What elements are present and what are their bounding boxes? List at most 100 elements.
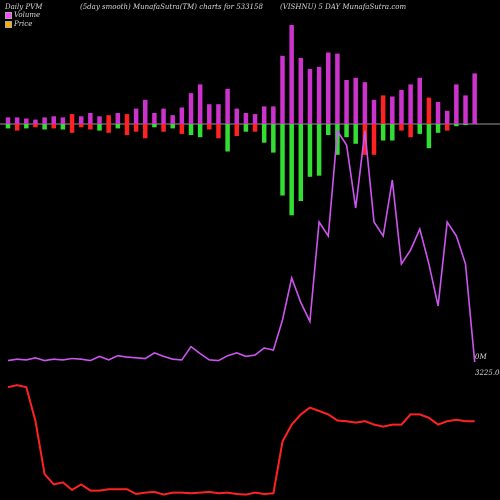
volume-bar-up-7 [69,114,75,124]
volume-bar-down-38 [353,124,358,144]
volume-bar-up-4 [42,117,47,124]
volume-last-label: 0M [475,353,487,361]
volume-bar-up-5 [51,116,56,124]
volume-bar-down-29 [271,124,276,153]
volume-bar-down-39 [362,124,368,155]
volume-bar-up-11 [106,115,111,124]
volume-bar-down-9 [88,124,93,130]
volume-bar-up-35 [326,52,331,124]
volume-bar-up-37 [344,80,349,124]
volume-bar-down-48 [444,124,450,131]
volume-bar-down-1 [14,124,20,131]
volume-bar-down-44 [408,124,413,138]
volume-bar-up-34 [316,66,322,124]
volume-bar-down-21 [197,124,203,138]
volume-bar-down-17 [161,124,166,132]
volume-bar-up-33 [307,69,313,124]
volume-bar-down-13 [124,124,130,135]
volume-bar-up-26 [243,113,249,124]
volume-bar-down-10 [97,124,102,131]
volume-bar-up-41 [380,95,386,124]
legend-volume: Volume [5,11,40,19]
volume-bar-up-31 [289,25,294,124]
volume-bar-up-42 [390,96,395,124]
volume-bar-up-21 [197,84,203,124]
volume-bar-down-28 [261,124,267,143]
volume-bar-up-3 [33,119,38,124]
volume-bar-down-27 [252,124,258,132]
volume-bar-up-0 [5,117,11,124]
volume-bar-up-27 [252,114,258,124]
volume-bar-down-30 [280,124,285,196]
volume-bar-down-18 [170,124,175,129]
volume-bar-up-29 [271,106,276,124]
volume-bar-up-43 [399,89,404,124]
volume-bar-up-20 [188,93,194,124]
volume-bar-down-31 [289,124,294,216]
volume-bar-down-3 [33,124,38,128]
volume-bar-down-14 [133,124,139,132]
volume-bar-up-39 [362,82,368,124]
volume-bar-up-22 [207,104,212,124]
volume-bar-down-15 [143,124,148,139]
volume-bar-up-40 [371,99,377,124]
volume-bar-down-34 [316,124,322,176]
volume-bar-down-19 [179,124,185,134]
volume-bar-down-5 [51,124,56,129]
volume-bar-down-33 [307,124,313,177]
volume-bar-down-12 [115,124,121,129]
volume-bar-down-32 [298,124,304,201]
volume-bar-down-37 [344,124,349,138]
volume-bar-up-17 [161,108,166,124]
volume-bar-down-35 [326,124,331,135]
volume-bar-down-50 [463,124,468,126]
volume-bar-up-46 [426,97,432,124]
volume-bar-up-10 [97,116,102,124]
volume-bar-down-16 [152,124,157,128]
volume-bar-up-6 [60,117,66,124]
price-line [7,384,475,496]
volume-bar-up-13 [124,114,130,124]
volume-bar-up-1 [14,117,20,124]
volume-bar-up-25 [234,108,239,124]
chart-title-right: (VISHNU) 5 DAY MunafaSutra.com [280,3,407,11]
volume-bar-down-40 [371,124,377,155]
volume-bar-down-24 [225,124,230,152]
volume-bar-down-2 [24,124,29,129]
volume-bar-up-38 [353,77,358,124]
volume-bar-up-48 [444,110,450,124]
volume-bar-up-49 [454,84,459,124]
volume-bar-down-23 [216,124,221,139]
volume-bar-down-0 [5,124,11,129]
volume-bar-up-44 [408,84,413,124]
volume-bar-up-12 [115,113,121,124]
volume-bar-up-45 [417,77,422,124]
volume-bar-up-2 [24,118,29,124]
legend-volume-swatch [5,11,12,19]
volume-bar-down-43 [399,124,404,131]
volume-bar-up-23 [216,104,221,124]
legend-price-swatch [5,20,12,28]
volume-bar-up-32 [298,58,304,124]
volume-bar-down-49 [454,124,459,127]
volume-bar-up-16 [152,113,157,124]
volume-bar-down-45 [417,124,422,134]
volume-bar-up-8 [78,116,84,124]
chart-title-left: Daily PVM [5,3,43,11]
volume-bar-down-22 [207,124,212,130]
volume-bar-down-7 [69,124,75,133]
volume-bar-down-25 [234,124,239,137]
volume-bar-up-47 [435,102,441,124]
volume-bar-up-36 [335,53,340,124]
volume-bar-down-20 [188,124,194,135]
legend-volume-label: Volume [14,11,41,19]
volume-bar-down-26 [243,124,249,132]
volume-bar-down-42 [390,124,395,141]
legend-price-label: Price [14,20,33,28]
chart-title-middle: (5day smooth) MunafaSutra(TM) charts for… [80,3,263,11]
volume-bar-up-15 [143,99,148,124]
volume-bar-down-11 [106,124,111,133]
volume-bar-down-41 [380,124,386,141]
